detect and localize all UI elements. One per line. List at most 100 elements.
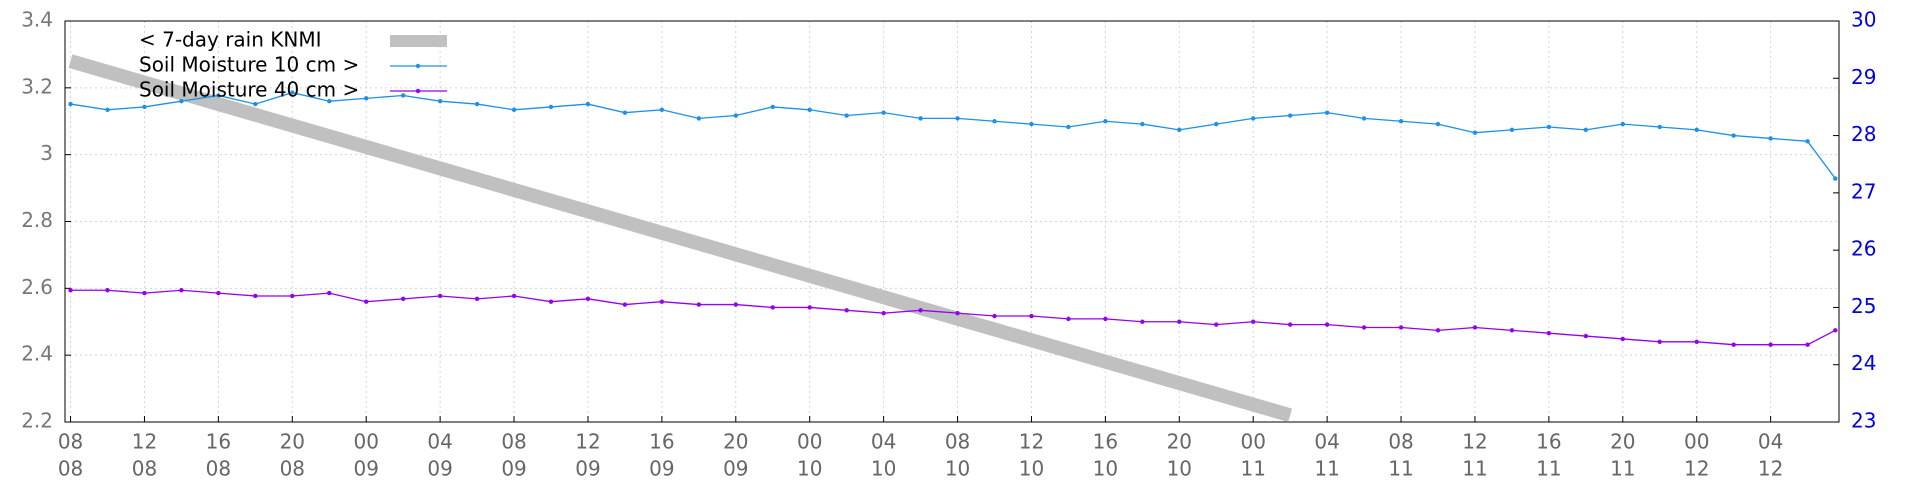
x-tick-hour: 08 — [58, 430, 83, 454]
x-tick-hour: 12 — [1019, 430, 1044, 454]
point — [770, 305, 775, 310]
point — [511, 107, 517, 112]
x-tick-hour: 16 — [1093, 430, 1118, 454]
point — [770, 104, 775, 110]
x-tick-day: 09 — [649, 457, 674, 480]
point — [216, 93, 221, 98]
point — [1251, 319, 1256, 324]
x-tick-hour: 20 — [723, 430, 748, 454]
x-tick-hour: 04 — [1314, 430, 1339, 454]
legend-swatch-point — [415, 88, 421, 94]
point — [1546, 331, 1552, 336]
point — [400, 93, 406, 98]
x-tick-hour: 04 — [871, 430, 896, 454]
point — [1140, 319, 1145, 324]
x-tick-hour: 08 — [501, 430, 526, 454]
point — [955, 116, 960, 121]
point — [1657, 339, 1662, 344]
x-tick-day: 08 — [280, 457, 305, 480]
point — [696, 302, 702, 307]
y2-tick-label: 27 — [1851, 179, 1876, 203]
point — [1103, 316, 1108, 322]
point — [1435, 328, 1441, 333]
point — [881, 110, 886, 115]
point — [1620, 121, 1625, 127]
y2-tick-label: 25 — [1851, 294, 1876, 318]
point — [1583, 127, 1589, 133]
x-tick-day: 09 — [575, 457, 600, 480]
point — [1731, 342, 1736, 347]
point — [1066, 316, 1071, 322]
point — [1361, 116, 1367, 121]
x-tick-hour: 16 — [206, 430, 231, 454]
y2-tick-label: 29 — [1851, 65, 1876, 89]
y-tick-label: 3.4 — [21, 8, 53, 32]
x-tick-day: 11 — [1314, 457, 1339, 480]
y2-tick-label: 26 — [1851, 237, 1876, 261]
point — [216, 290, 221, 296]
point — [992, 313, 997, 319]
y2-tick-label: 28 — [1851, 122, 1876, 146]
point — [142, 104, 147, 110]
x-tick-hour: 00 — [353, 430, 378, 454]
point — [364, 299, 369, 304]
point — [253, 101, 258, 107]
x-tick-hour: 04 — [427, 430, 452, 454]
point — [844, 113, 849, 118]
x-tick-day: 09 — [723, 457, 748, 480]
point — [881, 310, 886, 316]
point — [733, 113, 738, 118]
x-tick-day: 11 — [1536, 457, 1561, 480]
point — [1509, 328, 1515, 333]
point — [585, 296, 591, 302]
legend-label: Soil Moisture 40 cm > — [139, 78, 359, 102]
point — [142, 290, 147, 296]
point — [364, 96, 369, 101]
x-tick-hour: 08 — [1388, 430, 1413, 454]
x-tick-day: 10 — [1019, 457, 1044, 480]
point — [1833, 176, 1838, 181]
point — [1768, 136, 1773, 141]
y-tick-label: 3 — [40, 141, 53, 165]
x-tick-day: 10 — [945, 457, 970, 480]
series-line — [68, 54, 1293, 423]
point — [327, 290, 332, 296]
point — [1324, 322, 1330, 327]
x-tick-day: 08 — [132, 457, 157, 480]
point — [400, 296, 406, 302]
x-tick-day: 10 — [871, 457, 896, 480]
point — [437, 99, 443, 104]
x-tick-hour: 12 — [575, 430, 600, 454]
point — [1361, 325, 1367, 330]
point — [290, 293, 295, 299]
point — [1472, 325, 1478, 330]
point — [105, 288, 110, 293]
point — [1583, 333, 1589, 339]
x-tick-hour: 00 — [1684, 430, 1709, 454]
point — [1694, 339, 1699, 344]
point — [1140, 121, 1145, 127]
point — [659, 107, 665, 112]
x-tick-day: 09 — [427, 457, 452, 480]
y-tick-label: 2.4 — [21, 342, 53, 366]
point — [807, 305, 812, 310]
x-tick-hour: 00 — [797, 430, 822, 454]
x-tick-day: 10 — [1167, 457, 1192, 480]
x-tick-day: 11 — [1388, 457, 1413, 480]
point — [68, 101, 73, 107]
point — [1620, 336, 1625, 342]
point — [474, 101, 480, 107]
point — [105, 107, 110, 112]
x-tick-hour: 20 — [280, 430, 305, 454]
x-tick-day: 11 — [1462, 457, 1487, 480]
point — [1657, 124, 1662, 130]
x-tick-day: 12 — [1758, 457, 1783, 480]
point — [1472, 130, 1478, 135]
plot-frame — [64, 20, 1840, 423]
x-tick-hour: 04 — [1758, 430, 1783, 454]
point — [622, 302, 628, 307]
x-tick-day: 10 — [797, 457, 822, 480]
y2-tick-label: 30 — [1851, 8, 1876, 32]
point — [1398, 119, 1404, 124]
